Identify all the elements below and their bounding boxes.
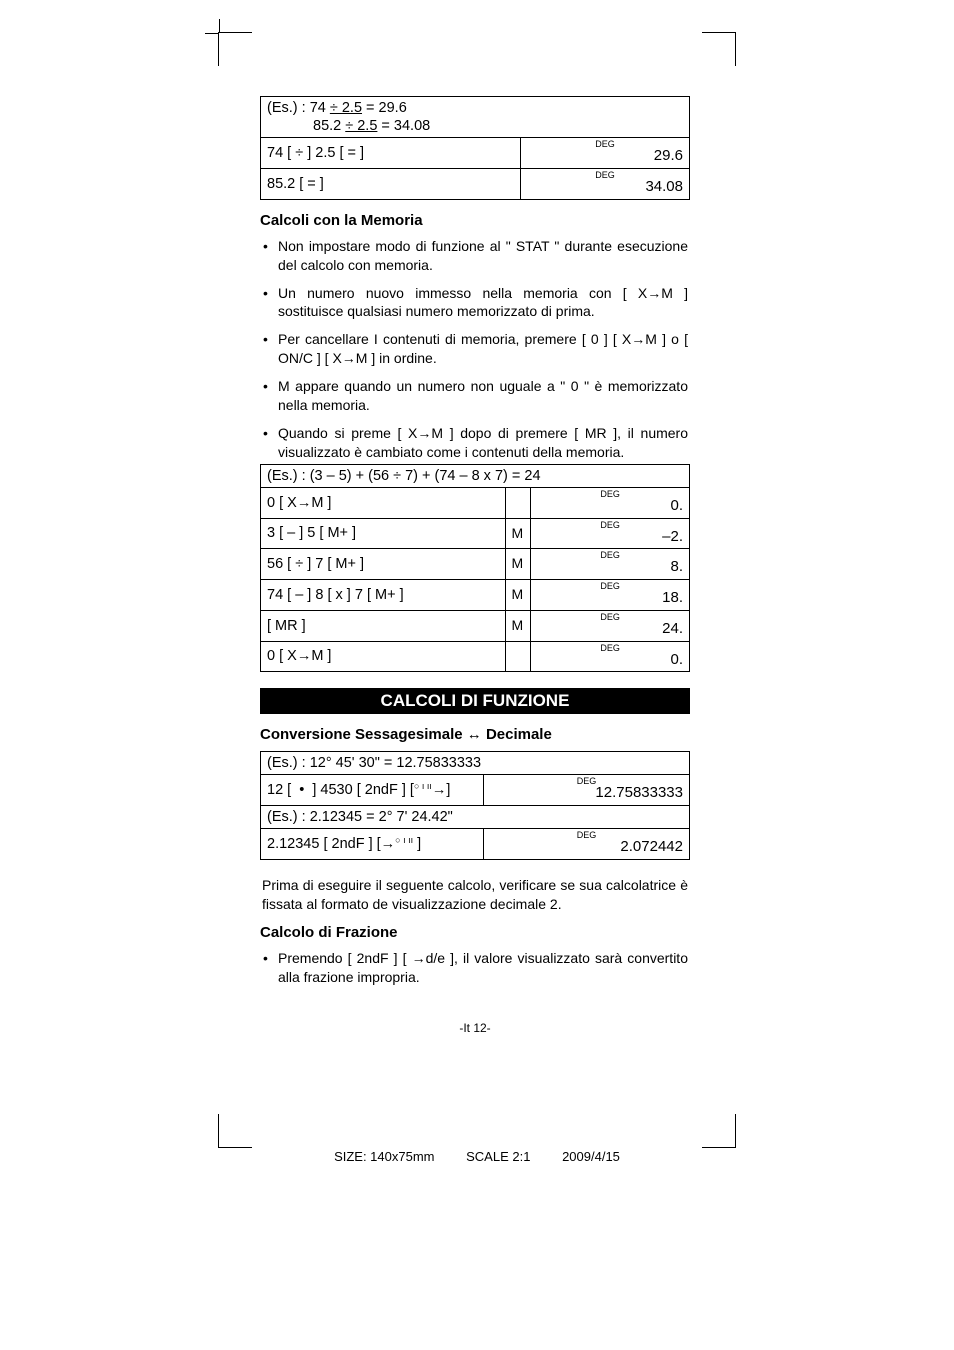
bullet-item: Per cancellare I contenuti di memoria, p… (278, 330, 688, 368)
mode-indicator: DEG (537, 582, 683, 591)
table-example: (Es.) : (3 – 5) + (56 ÷ 7) + (74 – 8 x 7… (261, 464, 690, 487)
fraction-bullets: Premendo [ 2ndF ] [ →d/e ], il valore vi… (260, 949, 690, 987)
calc-value: 24. (662, 620, 683, 637)
calc-output: DEG8. (531, 549, 690, 580)
table-row: 3 [ – ] 5 [ M+ ] M DEG–2. (261, 518, 690, 549)
table-example: (Es.) : 74 ÷ 2.5 = 29.6 85.2 ÷ 2.5 = 34.… (261, 97, 690, 138)
calc-input: 3 [ – ] 5 [ M+ ] (261, 518, 506, 549)
table-row: [ MR ] M DEG24. (261, 610, 690, 641)
calc-output: DEG0. (531, 487, 690, 518)
bullet-item: Quando si preme [ X→M ] dopo di premere … (278, 424, 688, 462)
example-line-1: (Es.) : 74 ÷ 2.5 = 29.6 (267, 100, 407, 116)
calc-input: [ MR ] (261, 610, 506, 641)
calc-output: DEG24. (531, 610, 690, 641)
calc-input: 0 [ X→M ] (261, 641, 506, 672)
memory-flag: M (505, 580, 531, 611)
table-row: 2.12345 [ 2ndF ] [→○ ı ıı ] DEG2.072442 (261, 829, 690, 860)
mode-indicator: DEG (537, 644, 683, 653)
crop-mark-bottom-left (218, 1114, 252, 1148)
heading-fraction: Calcolo di Frazione (260, 924, 690, 941)
calc-output: DEG 34.08 (521, 169, 690, 200)
table-memory-calc: (Es.) : (3 – 5) + (56 ÷ 7) + (74 – 8 x 7… (260, 464, 690, 673)
calc-input: 0 [ X→M ] (261, 487, 506, 518)
memory-flag (505, 641, 531, 672)
calc-input: 74 [ – ] 8 [ x ] 7 [ M+ ] (261, 580, 506, 611)
calc-value: 8. (670, 558, 683, 575)
calc-output: DEG 29.6 (521, 138, 690, 169)
mode-indicator: DEG (537, 490, 683, 499)
footer-date: 2009/4/15 (562, 1149, 620, 1164)
calc-output: DEG12.75833333 (484, 775, 690, 806)
mode-indicator: DEG (537, 551, 683, 560)
calc-value: 18. (662, 589, 683, 606)
table-example: (Es.) : 2.12345 = 2° 7' 24.42" (261, 806, 690, 829)
memory-flag (505, 487, 531, 518)
heading-conversion: Conversione Sessagesimale ↔ Decimale (260, 726, 690, 743)
crop-mark-top-right (702, 32, 736, 66)
calc-input: 56 [ ÷ ] 7 [ M+ ] (261, 549, 506, 580)
table-row: 85.2 [ = ] DEG 34.08 (261, 169, 690, 200)
calc-value: 0. (670, 651, 683, 668)
crop-mark-bottom-right (702, 1114, 736, 1148)
calc-value: 29.6 (654, 147, 683, 164)
calc-value: 0. (670, 497, 683, 514)
memory-bullets: Non impostare modo di funzione al " STAT… (260, 237, 690, 462)
calc-output: DEG0. (531, 641, 690, 672)
page-content: (Es.) : 74 ÷ 2.5 = 29.6 85.2 ÷ 2.5 = 34.… (260, 96, 690, 1035)
calc-input: 12 [ • ] 4530 [ 2ndF ] [○ ı ıı→] (261, 775, 484, 806)
calc-value: 12.75833333 (595, 784, 683, 801)
memory-flag: M (505, 518, 531, 549)
footer-size: SIZE: 140x75mm (334, 1149, 434, 1164)
print-footer: SIZE: 140x75mm SCALE 2:1 2009/4/15 (0, 1149, 954, 1164)
calc-input: 74 [ ÷ ] 2.5 [ = ] (261, 138, 521, 169)
footer-scale: SCALE 2:1 (466, 1149, 530, 1164)
table-example: (Es.) : 12° 45' 30" = 12.75833333 (261, 752, 690, 775)
calc-value: 34.08 (645, 178, 683, 195)
calc-output: DEG18. (531, 580, 690, 611)
bullet-item: Non impostare modo di funzione al " STAT… (278, 237, 688, 275)
note-text: Prima di eseguire il seguente calcolo, v… (262, 876, 688, 914)
mode-indicator: DEG (537, 613, 683, 622)
table-row: 0 [ X→M ] DEG0. (261, 641, 690, 672)
table-row: 0 [ X→M ] DEG0. (261, 487, 690, 518)
bullet-item: M appare quando un numero non uguale a "… (278, 377, 688, 415)
bullet-item: Un numero nuovo immesso nella memoria co… (278, 284, 688, 322)
table-constant-division: (Es.) : 74 ÷ 2.5 = 29.6 85.2 ÷ 2.5 = 34.… (260, 96, 690, 200)
table-row: 12 [ • ] 4530 [ 2ndF ] [○ ı ıı→] DEG12.7… (261, 775, 690, 806)
page-number: -It 12- (260, 1021, 690, 1035)
table-row: 74 [ – ] 8 [ x ] 7 [ M+ ] M DEG18. (261, 580, 690, 611)
calc-output: DEG–2. (531, 518, 690, 549)
memory-flag: M (505, 610, 531, 641)
table-sexagesimal: (Es.) : 12° 45' 30" = 12.75833333 12 [ •… (260, 751, 690, 860)
table-row: 74 [ ÷ ] 2.5 [ = ] DEG 29.6 (261, 138, 690, 169)
table-row: 56 [ ÷ ] 7 [ M+ ] M DEG8. (261, 549, 690, 580)
memory-flag: M (505, 549, 531, 580)
crop-mark-top-left (218, 32, 252, 66)
section-banner: CALCOLI DI FUNZIONE (260, 688, 690, 714)
example-line-2: 85.2 ÷ 2.5 = 34.08 (267, 118, 430, 134)
mode-indicator: DEG (537, 521, 683, 530)
calc-value: 2.072442 (620, 838, 683, 855)
calc-output: DEG2.072442 (484, 829, 690, 860)
calc-value: –2. (662, 528, 683, 545)
bullet-item: Premendo [ 2ndF ] [ →d/e ], il valore vi… (278, 949, 688, 987)
calc-input: 85.2 [ = ] (261, 169, 521, 200)
heading-memory: Calcoli con la Memoria (260, 212, 690, 229)
calc-input: 2.12345 [ 2ndF ] [→○ ı ıı ] (261, 829, 484, 860)
